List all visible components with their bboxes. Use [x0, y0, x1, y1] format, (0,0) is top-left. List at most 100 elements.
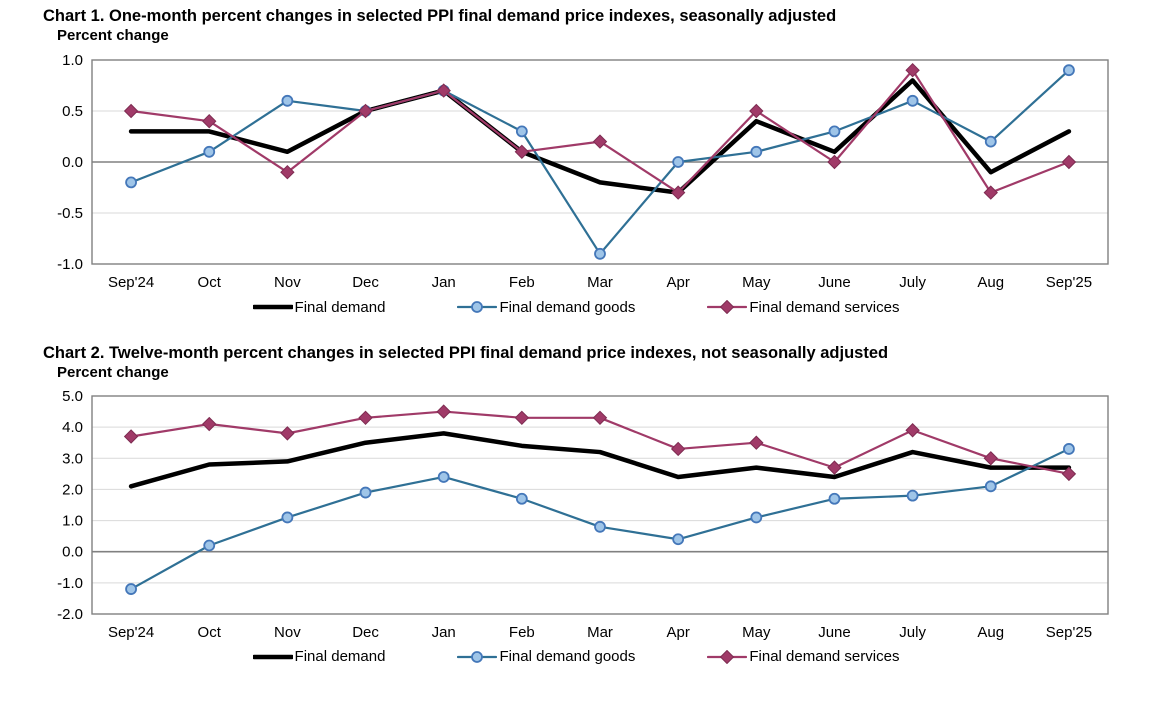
y-tick-label: -0.5: [57, 205, 83, 222]
y-tick-label: 4.0: [62, 419, 83, 436]
final-demand-services-marker: [358, 104, 373, 119]
final-demand-goods-marker: [515, 125, 528, 138]
y-tick-label: 0.0: [62, 154, 83, 171]
legend-label-final-demand-services: Final demand services: [749, 648, 900, 666]
final-demand-goods-marker: [281, 511, 294, 524]
final-demand-services-swatch-marker: [720, 649, 735, 664]
final-demand-services-marker: [983, 185, 998, 201]
x-tick-label: Sep'24: [108, 624, 154, 641]
final-demand-services-marker: [749, 435, 764, 450]
final-demand-goods-marker: [828, 125, 841, 138]
final-demand-services-marker: [280, 165, 295, 180]
final-demand-goods-marker: [828, 492, 841, 505]
final-demand-services-marker: [514, 145, 530, 160]
legend-item-final-demand-goods: Final demand goods: [457, 299, 635, 316]
y-tick-label: -2.0: [57, 606, 83, 623]
final-demand-services-marker: [670, 185, 686, 201]
final-demand-goods-marker: [594, 520, 606, 533]
legend-item-final-demand-services: Final demand services: [707, 648, 899, 665]
x-tick-label: Apr: [666, 274, 689, 291]
final-demand-services-marker: [827, 460, 842, 475]
chart-2-y-axis-label: Percent change: [57, 364, 169, 382]
y-tick-label: 0.0: [62, 544, 83, 561]
x-tick-label: May: [742, 274, 771, 291]
x-tick-label: Dec: [352, 624, 379, 641]
final-demand-goods-marker: [203, 146, 216, 159]
x-tick-label: Oct: [198, 274, 222, 291]
legend-label-final-demand-goods: Final demand goods: [499, 298, 636, 316]
chart-1-legend: Final demand Final demand goods Final de…: [0, 296, 1152, 318]
final-demand-goods-marker: [1063, 442, 1075, 455]
x-tick-label: Dec: [352, 274, 379, 291]
final-demand-services-marker: [827, 155, 842, 170]
final-demand-services-marker: [123, 429, 139, 444]
x-tick-label: May: [742, 624, 771, 641]
x-tick-label: Feb: [509, 274, 535, 291]
final-demand-services-line: [129, 69, 1071, 195]
final-demand-goods-marker: [203, 539, 216, 552]
final-demand-goods-line-swatch: [457, 651, 498, 663]
x-tick-label: June: [818, 274, 851, 291]
x-tick-label: Jan: [432, 274, 456, 291]
x-tick-label: Sep'25: [1046, 624, 1092, 641]
y-tick-label: 1.0: [62, 52, 83, 69]
final-demand-services-marker: [1061, 155, 1077, 170]
final-demand-services-marker: [905, 422, 920, 438]
final-demand-goods-marker: [437, 471, 450, 483]
chart-1-title: Chart 1. One-month percent changes in se…: [43, 7, 837, 25]
final-demand-goods-marker: [984, 480, 997, 493]
final-demand-goods-marker: [1063, 64, 1075, 77]
chart-2-legend: Final demand Final demand goods Final de…: [0, 646, 1152, 668]
y-tick-label: 2.0: [62, 481, 83, 498]
final-demand-services-marker: [983, 451, 998, 466]
final-demand-services-marker: [905, 63, 920, 78]
final-demand-goods-marker: [672, 156, 685, 169]
x-tick-label: Jan: [432, 624, 456, 641]
final-demand-services-marker: [592, 410, 608, 425]
final-demand-goods-marker: [281, 95, 294, 108]
legend-item-final-demand: Final demand: [252, 299, 385, 316]
x-tick-label: Mar: [587, 274, 613, 291]
y-tick-label: 0.5: [62, 103, 83, 120]
final-demand-goods-marker: [750, 511, 763, 524]
legend-label-final-demand-goods: Final demand goods: [499, 648, 636, 666]
final-demand-services-marker: [592, 134, 608, 150]
x-tick-label: Aug: [977, 274, 1004, 291]
final-demand-goods-swatch-marker: [471, 301, 484, 314]
chart-2-plot: 5.0 4.0 3.0 2.0 1.0 0.0 -1.0 -2.0 Sep'24 Oct Nov De…: [57, 388, 1109, 641]
final-demand-services-marker: [436, 404, 451, 419]
ppi-charts-page: Chart 1. One-month percent changes in se…: [0, 0, 1152, 667]
final-demand-goods-marker: [125, 583, 137, 595]
final-demand-line: [128, 78, 1072, 196]
y-tick-label: -1.0: [57, 256, 83, 273]
chart-1-section: Chart 1. One-month percent changes in se…: [0, 0, 1152, 318]
final-demand-services-marker: [670, 441, 686, 457]
legend-item-final-demand-services: Final demand services: [707, 299, 899, 316]
plot-frame: [91, 395, 1109, 615]
chart-1-plot: 1.0 0.5 0.0 -0.5 -1.0 Sep'24 Oct Nov Dec Jan Feb Ma…: [57, 52, 1109, 291]
y-tick-label: 1.0: [62, 513, 83, 530]
x-tick-label: Mar: [587, 624, 613, 641]
x-tick-label: Aug: [977, 624, 1004, 641]
final-demand-line: [128, 431, 1072, 489]
x-tick-label: Sep'25: [1046, 274, 1092, 291]
final-demand-services-marker: [358, 410, 373, 425]
x-tick-label: Apr: [666, 624, 689, 641]
final-demand-goods-marker: [984, 136, 997, 148]
y-tick-label: 5.0: [62, 388, 83, 405]
final-demand-services-marker: [436, 83, 451, 99]
final-demand-line-swatch: [252, 305, 293, 310]
final-demand-goods-marker: [594, 248, 606, 261]
legend-label-final-demand: Final demand: [294, 648, 386, 666]
final-demand-goods-line: [129, 447, 1071, 591]
chart-2-section: Chart 2. Twelve-month percent changes in…: [0, 318, 1152, 667]
x-tick-label: Feb: [509, 624, 535, 641]
final-demand-services-marker: [123, 104, 139, 119]
y-tick-label: 3.0: [62, 450, 83, 467]
x-tick-label: June: [818, 624, 851, 641]
final-demand-goods-marker: [906, 95, 919, 108]
legend-item-final-demand: Final demand: [252, 648, 386, 666]
plot-frame: [91, 59, 1109, 266]
final-demand-goods-swatch-marker: [471, 651, 484, 663]
final-demand-goods-marker: [750, 146, 763, 159]
